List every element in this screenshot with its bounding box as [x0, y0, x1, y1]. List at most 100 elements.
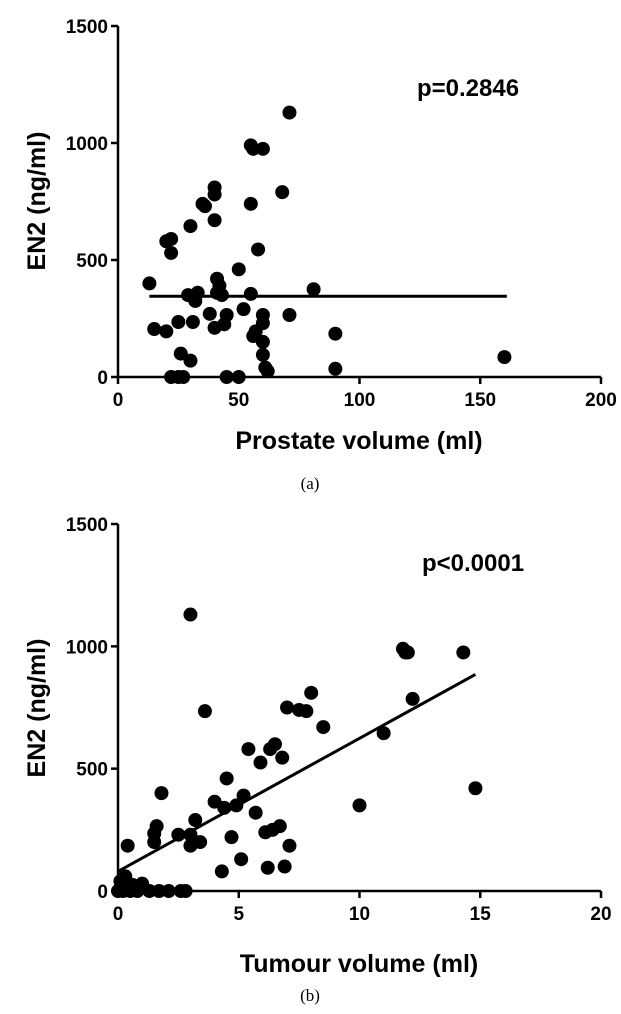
- y-tick-label: 0: [97, 882, 108, 903]
- data-point: [197, 704, 212, 719]
- x-tick-label: 50: [228, 390, 249, 411]
- data-point: [328, 326, 343, 341]
- data-point: [120, 838, 135, 853]
- data-point: [255, 141, 270, 156]
- data-point: [282, 838, 297, 853]
- data-point: [456, 645, 471, 660]
- data-point: [207, 187, 222, 202]
- x-tick-label: 10: [349, 904, 370, 925]
- data-point: [185, 315, 200, 330]
- data-point: [231, 370, 246, 384]
- data-point: [183, 219, 198, 234]
- data-point: [277, 859, 292, 874]
- y-tick-label: 1500: [66, 17, 108, 38]
- data-point: [193, 835, 208, 850]
- data-point: [207, 213, 222, 228]
- panel-caption: (a): [301, 474, 320, 493]
- data-point: [142, 276, 157, 291]
- data-point: [236, 788, 251, 803]
- data-point: [260, 860, 275, 875]
- data-point: [147, 322, 162, 337]
- data-point: [497, 350, 512, 365]
- y-axis-title: EN2 (ng/ml): [23, 639, 51, 778]
- data-point: [400, 645, 415, 660]
- data-point: [229, 798, 244, 813]
- data-point: [282, 105, 297, 120]
- scatter-panel-a: 0 50 100 150 200 0 500 1000 1500 Prostate volume …: [23, 17, 617, 493]
- data-point: [219, 370, 234, 384]
- data-point: [154, 786, 169, 801]
- data-point: [202, 306, 217, 321]
- data-point: [173, 346, 188, 361]
- y-tick-label: 1500: [66, 515, 108, 536]
- data-point: [251, 242, 266, 257]
- data-point: [255, 347, 270, 362]
- data-point: [255, 334, 270, 349]
- data-point: [183, 353, 198, 368]
- data-point: [171, 827, 186, 842]
- data-point: [183, 607, 198, 622]
- data-point: [306, 282, 321, 297]
- x-tick-label: 15: [470, 904, 492, 925]
- data-point: [159, 324, 174, 339]
- data-point: [272, 819, 287, 834]
- p-value-annotation: p=0.2846: [417, 75, 519, 102]
- data-point: [282, 307, 297, 322]
- data-point: [280, 700, 295, 715]
- data-point: [352, 798, 367, 813]
- data-point: [217, 800, 232, 815]
- x-axis-title: Prostate volume (ml): [235, 427, 482, 455]
- x-tick-label: 0: [113, 390, 124, 411]
- panel-caption: (b): [300, 986, 320, 1005]
- y-tick-label: 500: [76, 251, 108, 272]
- data-point: [328, 361, 343, 376]
- data-point: [219, 771, 234, 786]
- data-point: [248, 805, 263, 820]
- data-point: [164, 245, 179, 260]
- data-point: [171, 315, 186, 330]
- data-point: [197, 199, 212, 214]
- data-point: [214, 864, 229, 879]
- data-point: [164, 231, 179, 246]
- y-tick-label: 1000: [66, 637, 108, 658]
- y-tick-label: 500: [76, 760, 108, 781]
- data-point: [253, 755, 268, 770]
- data-point: [149, 819, 164, 834]
- data-point: [142, 884, 157, 898]
- data-point: [176, 370, 191, 384]
- data-point: [224, 830, 239, 845]
- data-point: [178, 884, 193, 898]
- data-point: [183, 827, 198, 842]
- data-point: [152, 884, 167, 898]
- data-point: [190, 285, 205, 300]
- data-point: [267, 737, 282, 752]
- data-point: [275, 750, 290, 765]
- data-point: [255, 316, 270, 331]
- x-tick-label: 100: [344, 390, 376, 411]
- data-point: [161, 884, 176, 898]
- data-point: [236, 302, 251, 317]
- x-tick-label: 150: [464, 390, 496, 411]
- data-point: [260, 364, 275, 379]
- data-point: [147, 835, 162, 850]
- x-axis-title: Tumour volume (ml): [240, 950, 478, 978]
- p-value-annotation: p<0.0001: [422, 550, 524, 577]
- data-point: [405, 691, 420, 706]
- scatter-panel-b: 0 5 10 15 20 0 500 1000 1500 Tumour volume (ml) EN…: [23, 515, 612, 1005]
- data-point: [299, 704, 314, 719]
- x-tick-label: 200: [585, 390, 617, 411]
- data-point: [231, 262, 246, 277]
- data-point: [243, 286, 258, 301]
- data-point: [234, 852, 249, 867]
- data-point: [241, 742, 256, 757]
- x-tick-label: 20: [590, 904, 611, 925]
- y-tick-label: 1000: [66, 134, 108, 155]
- y-tick-label: 0: [97, 368, 108, 389]
- x-tick-label: 0: [113, 904, 124, 925]
- data-point: [188, 813, 203, 828]
- data-point: [214, 288, 229, 303]
- data-point: [304, 685, 319, 700]
- data-point: [316, 720, 331, 735]
- data-point: [376, 726, 391, 741]
